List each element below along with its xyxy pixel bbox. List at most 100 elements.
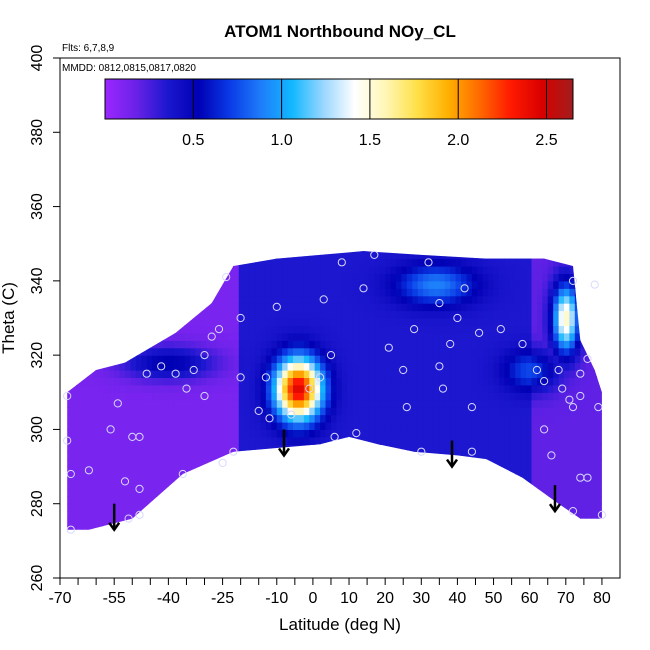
heatmap-cell: [114, 444, 121, 453]
heatmap-cell: [146, 474, 153, 482]
heatmap-cell: [509, 459, 516, 468]
heatmap-cell: [163, 258, 169, 267]
heatmap-cell: [542, 533, 548, 541]
heatmap-cell: [141, 392, 148, 401]
heatmap-cell: [526, 332, 533, 341]
heatmap-cell: [444, 288, 451, 297]
heatmap-cell: [482, 266, 489, 274]
heatmap-cell: [173, 362, 180, 371]
heatmap-cell: [488, 399, 495, 408]
heatmap-cell: [401, 422, 408, 430]
heatmap-cell: [217, 332, 224, 341]
heatmap-cell: [325, 414, 332, 423]
heatmap-cell: [97, 496, 104, 505]
heatmap-cell: [265, 518, 272, 527]
heatmap-cell: [92, 481, 99, 490]
heatmap-cell: [265, 273, 272, 282]
heatmap-cell: [602, 437, 608, 445]
heatmap-cell: [108, 347, 115, 356]
heatmap-cell: [282, 362, 289, 371]
heatmap-cell: [293, 436, 299, 445]
heatmap-cell: [396, 533, 402, 541]
heatmap-cell: [141, 466, 148, 475]
heatmap-cell: [217, 399, 224, 408]
heatmap-cell: [607, 400, 613, 408]
heatmap-cell: [200, 251, 207, 252]
heatmap-cell: [607, 467, 613, 475]
heatmap-cell: [564, 251, 570, 260]
heatmap-cell: [244, 347, 251, 356]
heatmap-cell: [536, 362, 543, 371]
heatmap-cell: [450, 407, 457, 416]
heatmap-cell: [108, 399, 115, 408]
heatmap-cell: [368, 503, 375, 512]
heatmap-cell: [390, 392, 397, 401]
heatmap-cell: [211, 474, 218, 482]
heatmap-cell: [179, 377, 186, 386]
heatmap-cell: [428, 459, 435, 468]
heatmap-cell: [526, 407, 533, 416]
heatmap-cell: [217, 318, 224, 326]
heatmap-cell: [385, 310, 392, 319]
heatmap-cell: [379, 280, 386, 289]
heatmap-cell: [287, 362, 294, 371]
heatmap-cell: [244, 377, 251, 386]
heatmap-cell: [482, 407, 489, 416]
heatmap-cell: [206, 355, 213, 364]
heatmap-cell: [70, 518, 77, 527]
heatmap-cell: [103, 258, 110, 267]
heatmap-cell: [293, 414, 299, 423]
heatmap-cell: [466, 511, 473, 520]
heatmap-cell: [417, 251, 424, 252]
heatmap-cell: [152, 503, 159, 512]
heatmap-cell: [114, 407, 121, 416]
heatmap-cell: [76, 444, 83, 453]
heatmap-cell: [526, 436, 533, 445]
heatmap-cell: [119, 466, 126, 475]
heatmap-cell: [607, 363, 613, 371]
heatmap-cell: [76, 459, 83, 468]
heatmap-cell: [114, 332, 121, 341]
heatmap-cell: [434, 533, 440, 541]
heatmap-cell: [450, 392, 457, 401]
heatmap-cell: [455, 347, 462, 356]
sample-point: [568, 507, 578, 516]
heatmap-cell: [509, 392, 516, 401]
heatmap-cell: [168, 251, 175, 260]
heatmap-cell: [97, 295, 104, 304]
heatmap-cell: [520, 251, 527, 260]
heatmap-cell: [509, 280, 516, 289]
heatmap-cell: [314, 266, 321, 274]
heatmap-cell: [293, 266, 299, 274]
heatmap-cell: [423, 362, 430, 371]
heatmap-cell: [341, 429, 348, 438]
heatmap-cell: [103, 303, 110, 312]
heatmap-cell: [299, 533, 305, 541]
heatmap-cell: [401, 355, 408, 364]
heatmap-cell: [87, 347, 94, 356]
heatmap-cell: [341, 370, 348, 378]
heatmap-cell: [168, 399, 175, 408]
heatmap-cell: [585, 466, 592, 475]
heatmap-cell: [477, 332, 484, 341]
heatmap-cell: [190, 526, 197, 530]
heatmap-cell: [255, 392, 262, 401]
heatmap-cell: [146, 392, 153, 401]
heatmap-cell: [531, 340, 538, 349]
heatmap-cell: [157, 303, 164, 312]
heatmap-cell: [602, 533, 608, 541]
heatmap-cell: [206, 511, 213, 520]
heatmap-cell: [276, 288, 283, 297]
heatmap-cell: [238, 347, 245, 356]
heatmap-cell: [173, 407, 180, 416]
heatmap-cell: [526, 325, 533, 334]
heatmap-cell: [336, 444, 343, 453]
heatmap-cell: [287, 251, 294, 260]
heatmap-cell: [553, 422, 560, 430]
sample-point: [410, 325, 419, 334]
heatmap-cell: [168, 362, 175, 371]
heatmap-cell: [309, 362, 316, 371]
heatmap-cell: [471, 481, 478, 490]
heatmap-cell: [493, 310, 500, 319]
heatmap-cell: [87, 488, 94, 497]
